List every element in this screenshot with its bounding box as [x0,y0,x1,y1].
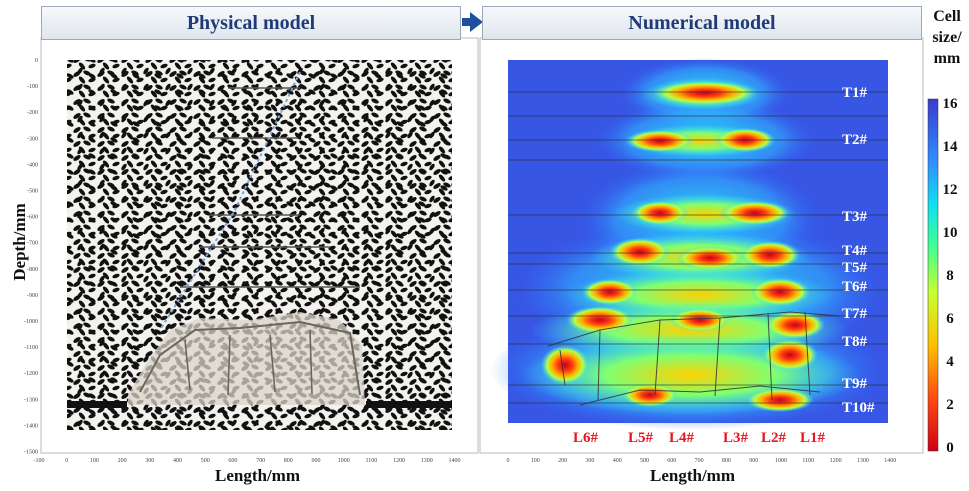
numerical-x-axis-title: Length/mm [650,466,735,485]
l-line-label: L1# [800,430,826,446]
physical-y-ticks: 0 -100 -200 -300 -400 -500 -600 -700 -800 -900 -10… [24,58,38,456]
colorbar-title: Cell size/ mm [926,6,968,69]
physical-model-title: Physical model [186,11,316,34]
x-tick-label: 300 [585,458,594,464]
arrow-shaft [462,18,470,26]
colorbar-title-line: Cell [933,8,961,25]
y-tick-label: -900 [27,293,38,299]
t-line-labels: T1# T2# T3# T4#T5# T6# T7# T8# T9# T10# [842,85,875,416]
t-line-label: T6# [842,279,868,295]
colorbar-tick-label: 8 [946,268,954,284]
l-line-label: L5# [628,430,654,446]
colorbar-title-line: size/ [932,29,962,46]
x-tick-label: 400 [173,458,182,464]
t-line-label: T2# [842,132,868,148]
x-tick-label: 200 [118,458,127,464]
l-line-label: L6# [573,430,599,446]
x-tick-label: 200 [558,458,567,464]
x-tick-label: 1400 [884,458,896,464]
y-tick-label: -1100 [24,345,38,351]
x-tick-label: 500 [201,458,210,464]
y-tick-label: -1000 [24,319,38,325]
x-tick-label: 1200 [393,458,405,464]
x-tick-label: 100 [531,458,540,464]
colorbar-tick-label: 6 [946,311,954,327]
t-line-label: T9# [842,376,868,392]
x-tick-label: 0 [65,458,68,464]
physical-x-axis-title: Length/mm [215,466,300,485]
numerical-model-banner: Numerical model [482,6,922,40]
colorbar-tick-label: 16 [943,96,959,112]
y-tick-label: -1300 [24,397,38,403]
colorbar-tick-label: 12 [943,182,958,198]
colorbar [927,98,939,452]
colorbar-tick-label: 0 [946,440,954,456]
y-tick-label: -1400 [24,423,38,429]
y-tick-label: 0 [35,58,38,64]
x-tick-label: 1200 [830,458,842,464]
x-tick-label: 900 [312,458,321,464]
colorbar-title-line: mm [933,50,961,67]
y-tick-label: -700 [27,241,38,247]
physical-model-photo [67,60,452,430]
numerical-model-title: Numerical model [628,11,776,34]
y-tick-label: -300 [27,136,38,142]
y-tick-label: -100 [27,84,38,90]
colorbar-tick-label: 4 [946,354,954,370]
x-tick-label: 900 [749,458,758,464]
x-tick-label: 0 [507,458,510,464]
l-line-label: L2# [761,430,787,446]
x-tick-label: 1000 [775,458,787,464]
y-tick-label: -800 [27,267,38,273]
physical-model-banner: Physical model [41,6,461,40]
l-line-label: L4# [669,430,695,446]
y-tick-label: -200 [27,110,38,116]
colorbar-tick-label: 10 [943,225,958,241]
x-tick-label: 300 [145,458,154,464]
x-tick-label: 1000 [338,458,350,464]
x-tick-label: 1100 [802,458,814,464]
x-tick-label: 1300 [857,458,869,464]
t-line-label: T4# [842,243,868,259]
x-tick-label: 600 [228,458,237,464]
y-tick-label: -1200 [24,371,38,377]
y-tick-label: -500 [27,189,38,195]
y-tick-label: -1500 [24,450,38,456]
y-tick-label: -400 [27,162,38,168]
x-tick-label: 700 [256,458,265,464]
x-tick-label: 400 [613,458,622,464]
x-tick-label: 700 [695,458,704,464]
t-line-label: T10# [842,400,875,416]
y-tick-label: -600 [27,215,38,221]
x-tick-label: 500 [640,458,649,464]
x-tick-label: 800 [722,458,731,464]
arrow-icon [470,12,483,32]
physical-x-ticks: -100 0 100 200 300 400 500 600 700 800 900 1000 1100… [34,458,461,464]
numerical-heatmap [490,58,890,430]
t-line-label: T7# [842,306,868,322]
x-tick-label: 800 [284,458,293,464]
t-line-label: T1# [842,85,868,101]
t-line-label: T5# [842,260,868,276]
colorbar-tick-label: 14 [943,139,959,155]
t-line-label: T3# [842,209,868,225]
colorbar-ticks: 16 14 12 10 8 6 4 2 0 [943,96,959,456]
x-tick-label: 1100 [366,458,378,464]
x-tick-label: 100 [90,458,99,464]
t-line-label: T8# [842,334,868,350]
x-tick-label: -100 [34,458,45,464]
l-line-labels: L6# L5# L4# L3# L2# L1# [573,430,826,446]
x-tick-label: 600 [667,458,676,464]
l-line-label: L3# [723,430,749,446]
numerical-x-ticks: 0 100 200 300 400 500 600 700 800 900 1000 1100 1200… [507,458,897,464]
physical-y-axis-title: Depth/mm [10,203,29,281]
colorbar-tick-label: 2 [946,397,954,413]
x-tick-label: 1400 [449,458,461,464]
x-tick-label: 1300 [421,458,433,464]
